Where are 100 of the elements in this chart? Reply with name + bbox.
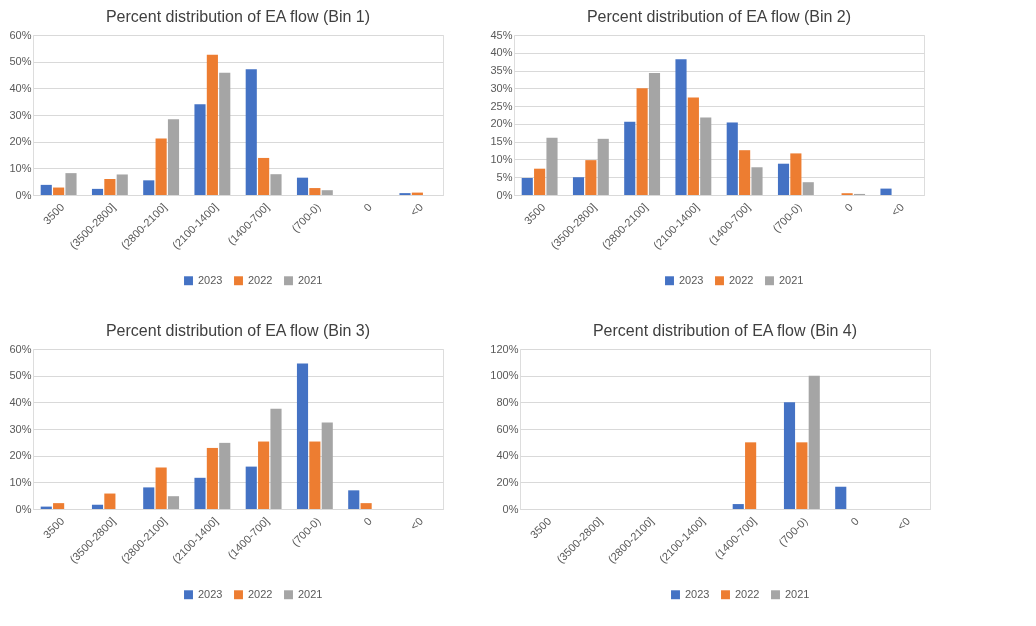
y-tick-label: 0% <box>15 188 32 201</box>
chart-title: Percent distribution of EA flow (Bin 2) <box>586 8 852 25</box>
y-tick-label: 0% <box>15 502 32 515</box>
bar <box>53 187 65 195</box>
y-tick-label: 20% <box>490 117 513 130</box>
bar <box>258 157 270 195</box>
bar <box>636 88 648 195</box>
bar <box>732 504 744 509</box>
y-tick-label: 120% <box>490 342 519 355</box>
legend-label: 2023 <box>198 587 223 600</box>
y-tick-label: 15% <box>490 135 513 148</box>
bar <box>245 69 257 195</box>
bar <box>143 180 155 195</box>
bar <box>309 441 321 509</box>
bar <box>270 174 282 195</box>
legend-label: 2023 <box>198 273 223 286</box>
x-tick-label: 0 <box>361 200 374 214</box>
legend-label: 2022 <box>248 587 273 600</box>
bar <box>167 119 180 195</box>
y-tick-label: 60% <box>9 342 32 355</box>
bar <box>739 150 751 195</box>
y-tick-label: 40% <box>490 46 513 59</box>
bar <box>521 177 533 195</box>
bar <box>309 188 321 195</box>
x-tick-label: 0 <box>842 200 855 214</box>
y-tick-label: 25% <box>490 99 513 112</box>
bar <box>597 138 609 195</box>
bar <box>790 153 802 195</box>
bar <box>321 190 333 195</box>
bar <box>219 442 231 509</box>
bar <box>624 121 636 195</box>
chart-title: Percent distribution of EA flow (Bin 4) <box>592 322 858 339</box>
chart-title: Percent distribution of EA flow (Bin 3) <box>105 322 371 339</box>
x-tick-label: <0 <box>888 200 907 219</box>
bar <box>835 486 847 509</box>
y-tick-label: 30% <box>9 422 32 435</box>
y-tick-label: 30% <box>490 81 513 94</box>
legend-label: 2021 <box>785 587 810 600</box>
bar <box>258 441 270 509</box>
legend-label: 2022 <box>248 273 273 286</box>
legend-label: 2022 <box>735 587 760 600</box>
x-tick-label: 0 <box>361 514 374 528</box>
y-tick-label: 40% <box>9 395 32 408</box>
bar <box>91 188 104 195</box>
bar <box>296 177 309 195</box>
bar <box>116 174 128 195</box>
y-tick-label: 0% <box>502 502 519 515</box>
y-tick-label: 10% <box>490 152 513 165</box>
bar <box>700 117 712 195</box>
x-tick-label: 0 <box>848 514 861 528</box>
y-tick-label: 40% <box>9 81 32 94</box>
bar <box>546 137 558 195</box>
bar <box>194 104 206 195</box>
bar <box>40 184 52 195</box>
y-tick-label: 60% <box>496 422 519 435</box>
legend-label: 2022 <box>729 273 754 286</box>
bar <box>572 177 585 195</box>
bar <box>65 173 77 195</box>
bar <box>802 182 814 195</box>
y-tick-label: 40% <box>496 449 519 462</box>
y-tick-label: 20% <box>9 135 32 148</box>
legend-label: 2023 <box>679 273 704 286</box>
y-tick-label: 100% <box>490 369 519 382</box>
y-tick-label: 20% <box>9 449 32 462</box>
bar <box>167 496 180 509</box>
legend-label: 2023 <box>685 587 710 600</box>
y-tick-label: 50% <box>9 55 32 68</box>
x-tick-label: <0 <box>894 514 913 533</box>
bar <box>675 59 687 195</box>
y-tick-label: 50% <box>9 369 32 382</box>
y-tick-label: 20% <box>496 475 519 488</box>
bar <box>206 54 218 195</box>
x-tick-label: <0 <box>407 200 426 219</box>
y-tick-label: 60% <box>9 28 32 41</box>
bar <box>585 160 597 195</box>
legend-label: 2021 <box>298 273 323 286</box>
bar <box>206 447 218 509</box>
bar <box>155 138 167 195</box>
bar <box>745 442 757 509</box>
bar <box>777 163 790 195</box>
y-tick-label: 10% <box>9 475 32 488</box>
bar <box>648 73 661 195</box>
bar <box>155 467 167 509</box>
y-tick-label: 5% <box>496 170 513 183</box>
bar <box>270 408 282 509</box>
bar <box>783 402 796 509</box>
y-tick-label: 30% <box>9 108 32 121</box>
legend-label: 2021 <box>298 587 323 600</box>
y-tick-label: 35% <box>490 64 513 77</box>
bar <box>534 168 546 195</box>
bar <box>219 72 231 195</box>
bar <box>53 503 65 509</box>
y-tick-label: 45% <box>490 28 513 41</box>
bar <box>751 167 763 195</box>
bar <box>296 363 309 509</box>
bar <box>91 504 104 509</box>
y-tick-label: 0% <box>496 188 513 201</box>
bar <box>104 179 116 195</box>
bar <box>348 490 360 509</box>
chart-title: Percent distribution of EA flow (Bin 1) <box>105 8 371 25</box>
